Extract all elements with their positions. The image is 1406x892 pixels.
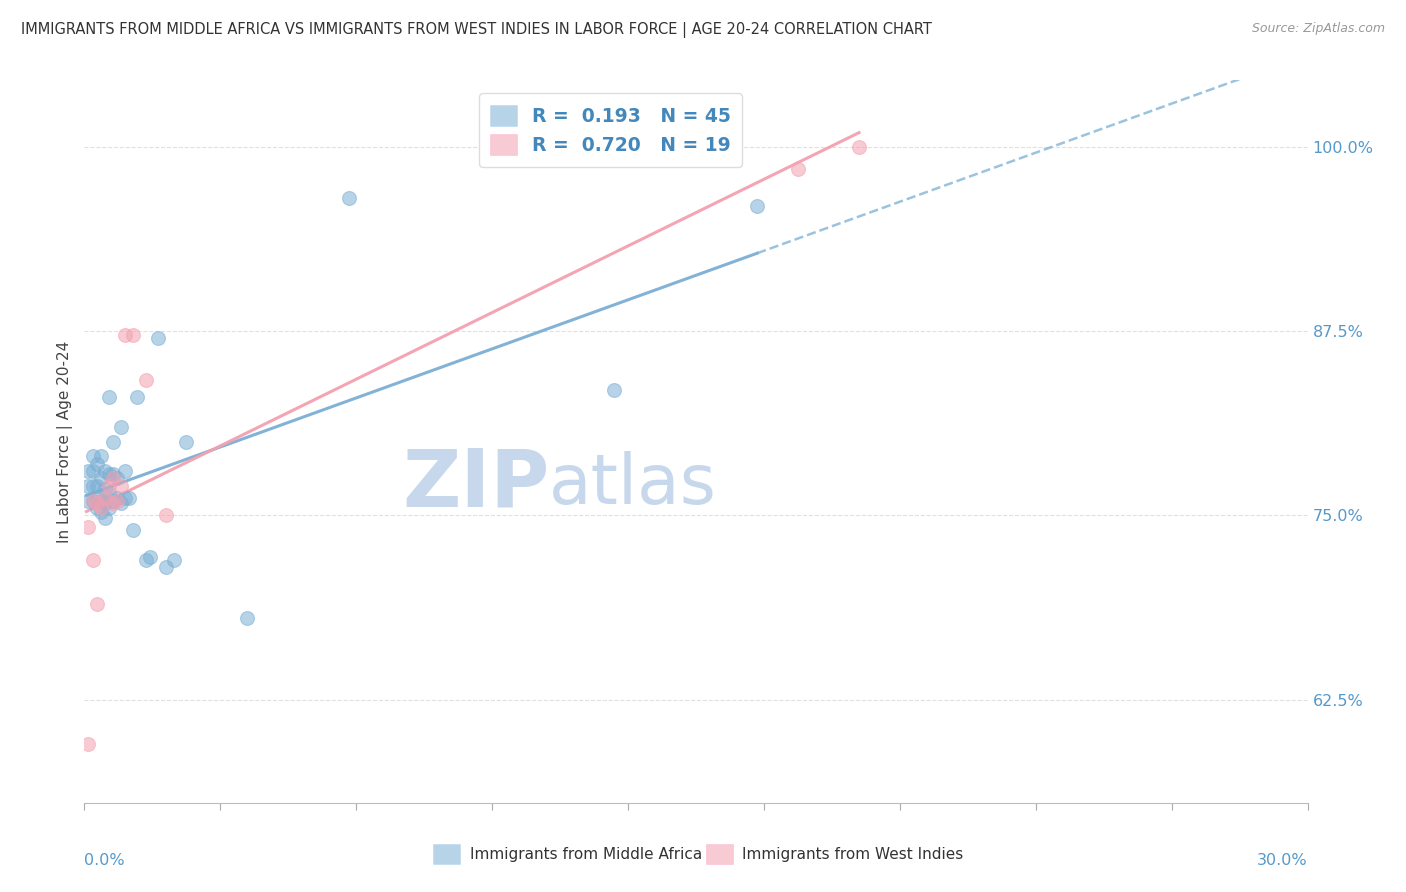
Point (135, 552, 157, 566)
Text: Source: ZipAtlas.com: Source: ZipAtlas.com (1251, 22, 1385, 36)
Point (97, 467, 120, 481)
Point (86, 597, 108, 611)
Point (82, 552, 104, 566)
Point (93, 482, 115, 496)
Point (97, 500, 120, 515)
Point (787, 161, 810, 176)
Point (101, 493, 124, 508)
Point (110, 496, 132, 510)
Point (101, 467, 124, 481)
Point (138, 549, 160, 564)
Point (848, 139, 870, 153)
Point (114, 464, 136, 478)
Point (90, 450, 112, 464)
Point (90, 500, 112, 515)
Point (603, 383, 626, 397)
Text: IMMIGRANTS FROM MIDDLE AFRICA VS IMMIGRANTS FROM WEST INDIES IN LABOR FORCE | AG: IMMIGRANTS FROM MIDDLE AFRICA VS IMMIGRA… (21, 22, 932, 38)
Text: Immigrants from Middle Africa: Immigrants from Middle Africa (470, 847, 702, 862)
Point (155, 508, 177, 523)
Point (747, 199, 769, 213)
Text: ZIP: ZIP (402, 446, 550, 524)
Point (93, 511, 115, 525)
Point (236, 611, 259, 625)
Bar (433, 844, 460, 864)
Y-axis label: In Labor Force | Age 20-24: In Labor Force | Age 20-24 (58, 341, 73, 542)
Point (114, 491, 136, 505)
Point (135, 373, 157, 387)
Point (86, 457, 108, 471)
Point (82, 450, 104, 464)
Point (122, 523, 145, 537)
Point (77, 737, 100, 751)
Text: 30.0%: 30.0% (1257, 854, 1308, 869)
Point (339, 191, 361, 205)
Point (127, 390, 149, 404)
Point (146, 331, 169, 345)
Point (90, 471, 112, 485)
Point (163, 552, 186, 566)
Point (77, 479, 100, 493)
Point (118, 491, 141, 505)
Point (97, 479, 120, 493)
Point (86, 479, 108, 493)
Point (155, 560, 177, 574)
Point (90, 493, 112, 508)
Point (97, 486, 120, 500)
Point (101, 434, 124, 449)
Point (82, 464, 104, 478)
Point (105, 493, 128, 508)
Text: 0.0%: 0.0% (84, 854, 125, 869)
Point (82, 493, 104, 508)
Text: atlas: atlas (550, 451, 717, 518)
Point (93, 496, 115, 510)
Point (86, 496, 108, 510)
Point (97, 390, 120, 404)
Point (77, 520, 100, 534)
Point (93, 464, 115, 478)
Point (110, 419, 132, 434)
Point (82, 479, 104, 493)
Text: Immigrants from West Indies: Immigrants from West Indies (742, 847, 963, 862)
Point (174, 434, 197, 449)
Point (90, 505, 112, 519)
Point (86, 500, 108, 515)
Point (105, 471, 128, 485)
Legend: R =  0.193   N = 45, R =  0.720   N = 19: R = 0.193 N = 45, R = 0.720 N = 19 (479, 94, 741, 167)
Point (105, 491, 128, 505)
Bar (706, 844, 733, 864)
Point (110, 479, 132, 493)
Point (122, 328, 145, 343)
Point (77, 464, 100, 478)
Point (101, 496, 124, 510)
Point (114, 328, 136, 343)
Point (101, 471, 124, 485)
Point (93, 491, 115, 505)
Point (82, 493, 104, 508)
Point (77, 493, 100, 508)
Point (86, 491, 108, 505)
